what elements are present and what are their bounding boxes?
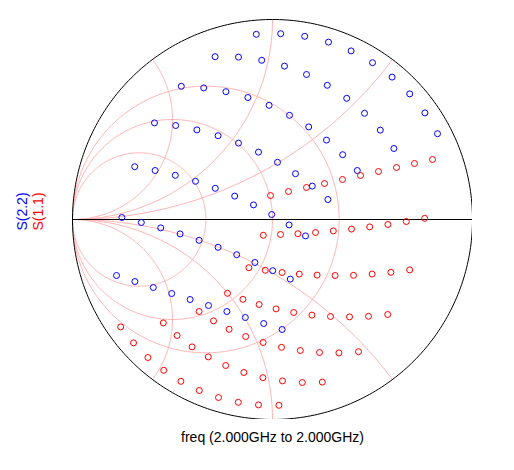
svg-text:freq (2.000GHz to 2.000GHz): freq (2.000GHz to 2.000GHz) bbox=[181, 429, 364, 445]
svg-text:S(2.2): S(2.2) bbox=[14, 192, 30, 230]
svg-text:S(1.1): S(1.1) bbox=[30, 192, 46, 230]
